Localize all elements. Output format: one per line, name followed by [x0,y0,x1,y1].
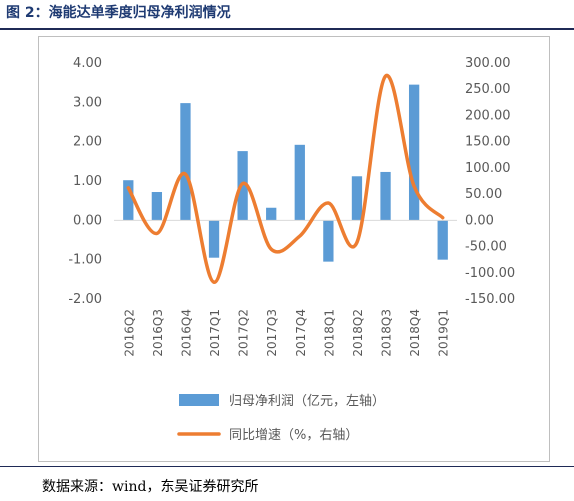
bar-2016Q3 [151,192,163,221]
right-axis-tick-label: 200.00 [465,108,511,123]
x-tick-label: 2019Q1 [437,309,451,357]
x-tick-label: 2018Q3 [380,309,394,357]
bar-2019Q1 [437,220,448,260]
bar-2017Q3 [266,207,277,221]
right-axis-tick-label: -50.00 [465,240,507,255]
chart: -2.00 -1.00 0.00 1.00 2.00 3.00 4.00 -150.00 -10… [68,56,515,443]
left-axis-tick-label: 3.00 [73,95,102,110]
left-axis-tick-label: 4.00 [73,56,102,71]
x-tick-label: 2016Q3 [151,309,165,357]
top-rule [0,28,574,30]
x-tick-label: 2018Q2 [351,309,365,357]
bar-2017Q1 [208,220,220,258]
source-note: 数据来源：wind，东吴证券研究所 [42,479,259,495]
bar-2018Q4 [408,84,420,221]
bar-2018Q3 [380,171,391,221]
x-tick-label: 2017Q2 [237,309,251,357]
x-tick-label: 2017Q4 [294,309,308,357]
x-tick-label: 2017Q3 [265,309,279,357]
bar-2018Q2 [351,176,363,221]
x-tick-label: 2016Q4 [179,309,193,357]
x-tick-label: 2017Q1 [208,309,222,357]
left-axis-tick-label: -1.00 [68,253,102,268]
bar-2018Q1 [323,220,334,262]
right-axis-tick-label: 300.00 [465,56,511,71]
x-tick-label: 2016Q2 [122,309,136,357]
x-tick-label: 2018Q1 [322,309,336,357]
left-axis-tick-label: 0.00 [73,213,102,228]
left-axis-tick-label: -2.00 [68,292,102,307]
right-axis-tick-label: 100.00 [465,161,511,176]
bar-2016Q4 [180,103,191,221]
bar-2017Q4 [294,144,305,221]
right-axis-tick-label: -150.00 [465,292,515,307]
right-axis-tick-label: -100.00 [465,266,515,281]
x-tick-label: 2018Q4 [408,309,422,357]
right-axis-tick-label: 50.00 [465,187,502,202]
legend-bar-swatch [179,394,219,406]
left-axis-tick-label: 1.00 [73,174,102,189]
right-axis-tick-label: 150.00 [465,135,511,150]
left-axis-tick-label: 2.00 [73,135,102,150]
legend-bar-label: 归母净利润（亿元，左轴） [229,394,385,409]
right-axis-tick-label: 250.00 [465,82,511,97]
right-axis-tick-label: 0.00 [465,213,494,228]
bottom-rule [0,466,574,467]
figure-title: 图 2：海能达单季度归母净利润情况 [6,5,231,21]
legend-line-label: 同比增速（%，右轴） [229,428,358,443]
bar-2016Q2 [123,180,134,221]
chart-frame: -2.00 -1.00 0.00 1.00 2.00 3.00 4.00 -150.00 -10… [38,36,550,462]
growth-line [126,74,445,284]
